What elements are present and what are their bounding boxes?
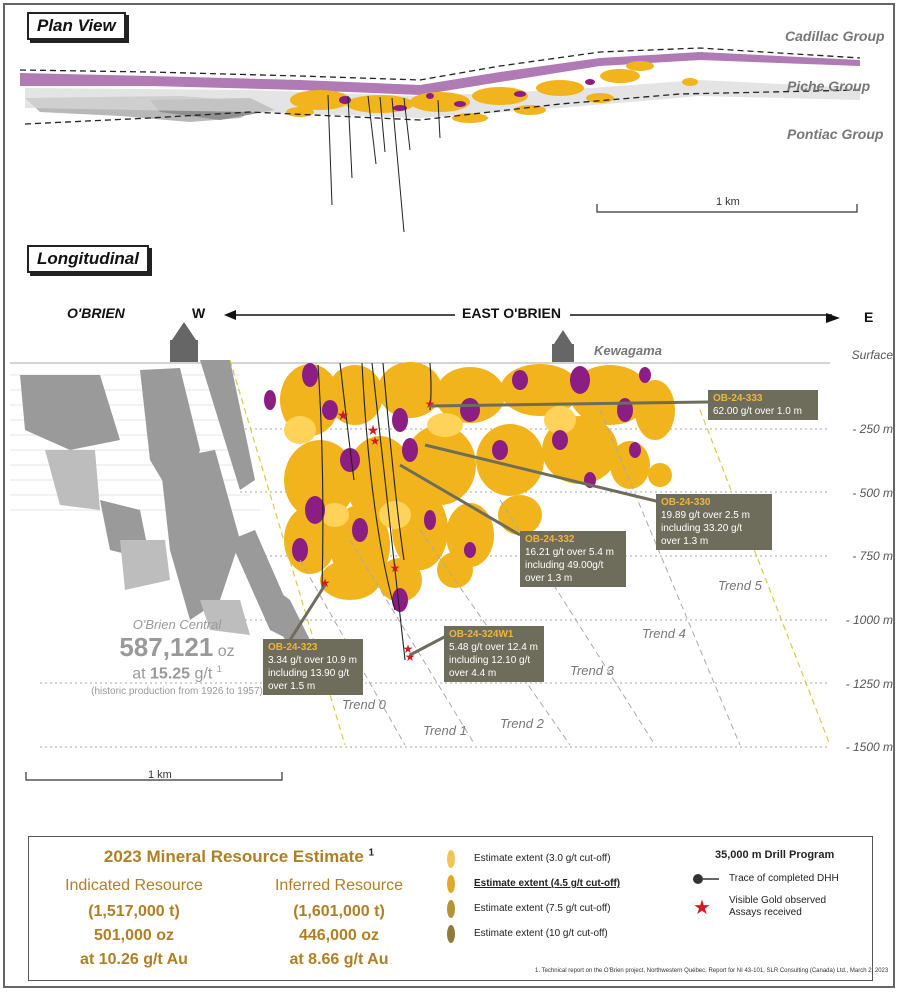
depth-label-750: - 750 m xyxy=(852,549,893,563)
extent-3g-label: Estimate extent (3.0 g/t cut-off) xyxy=(474,853,611,864)
ounces-unit: oz xyxy=(217,643,235,660)
resource-title-text: 2023 Mineral Resource Estimate xyxy=(103,847,364,866)
grade-prefix: at xyxy=(132,665,146,683)
indicated-label: Indicated Resource xyxy=(65,877,203,894)
callout-line: over 1.3 m xyxy=(661,536,709,547)
callout-id: OB-24-332 xyxy=(525,534,575,545)
footnote-mark: 1 xyxy=(216,664,222,674)
callout-ob-24-333: OB-24-333 62.00 g/t over 1.0 m xyxy=(708,390,818,420)
longitudinal-title: Longitudinal xyxy=(27,245,149,273)
obrien-label: O'BRIEN xyxy=(67,305,125,321)
callout-ob-24-330: OB-24-330 19.89 g/t over 2.5 m including… xyxy=(656,494,772,550)
obrien-central-name: O'Brien Central xyxy=(132,617,222,632)
extent-7-5g-label: Estimate extent (7.5 g/t cut-off) xyxy=(474,903,611,914)
long-scale-label: 1 km xyxy=(148,769,172,781)
piche-group-label: Piche Group xyxy=(787,78,871,94)
callout-line: including 13.90 g/t xyxy=(268,668,350,679)
callout-ob-24-324w1: OB-24-324W1 5.48 g/t over 12.4 m includi… xyxy=(444,626,544,682)
visible-gold-label: Visible Gold observed xyxy=(729,895,827,906)
callout-id: OB-24-333 xyxy=(713,393,763,404)
trend-1-label: Trend 1 xyxy=(423,723,467,738)
callout-line: 19.89 g/t over 2.5 m xyxy=(661,510,750,521)
obrien-central-ounces: 587,121 oz xyxy=(82,632,272,663)
grade-unit: g/t xyxy=(194,665,213,683)
callout-line: over 1.5 m xyxy=(268,681,316,692)
pontiac-group-label: Pontiac Group xyxy=(787,126,884,142)
callout-line: 62.00 g/t over 1.0 m xyxy=(713,406,802,417)
callout-line: including 12.10 g/t xyxy=(449,655,531,666)
extent-swatches xyxy=(447,850,455,943)
indicated-grade: at 10.26 g/t Au xyxy=(80,951,188,968)
drill-program-title: 35,000 m Drill Program xyxy=(715,849,835,861)
svg-text:★: ★ xyxy=(390,561,401,575)
surface-label: Surface xyxy=(851,348,893,362)
svg-text:★: ★ xyxy=(337,407,350,423)
callout-id: OB-24-323 xyxy=(268,642,318,653)
extent-swatch-4-5g xyxy=(447,875,455,893)
trend-5-label: Trend 5 xyxy=(718,578,762,593)
trend-0-label: Trend 0 xyxy=(342,697,386,712)
callout-id: OB-24-324W1 xyxy=(449,629,514,640)
callout-line: over 4.4 m xyxy=(449,668,497,679)
indicated-tonnes: (1,517,000 t) xyxy=(88,903,180,920)
callout-line: 3.34 g/t over 10.9 m xyxy=(268,655,357,666)
svg-text:★: ★ xyxy=(403,642,414,656)
callout-id: OB-24-330 xyxy=(661,497,711,508)
figure-frame xyxy=(3,3,895,988)
callout-line: including 49.00g/t xyxy=(525,560,604,571)
visible-gold-star-icon: ★ xyxy=(693,897,711,919)
inferred-ounces: 446,000 oz xyxy=(298,927,380,944)
extent-10g-label: Estimate extent (10 g/t cut-off) xyxy=(474,928,608,939)
callout-line: including 33.20 g/t xyxy=(661,523,743,534)
trend-4-label: Trend 4 xyxy=(642,626,686,641)
obrien-central-note: (historic production from 1926 to 1957) xyxy=(91,686,263,697)
dhh-label: Trace of completed DHH xyxy=(729,873,839,884)
longitudinal-section: ★ ★ ★ ★ ★ ★ ★ ★ xyxy=(10,310,840,781)
depth-label-500: - 500 m xyxy=(852,486,893,500)
kewagama-label: Kewagama xyxy=(594,343,662,358)
east-label: E xyxy=(864,309,874,325)
svg-text:★: ★ xyxy=(367,422,380,438)
resource-title: 2023 Mineral Resource Estimate 1 xyxy=(49,847,429,867)
extent-swatch-7-5g xyxy=(447,900,455,918)
resource-title-mark: 1 xyxy=(368,847,375,859)
west-label: W xyxy=(192,305,206,321)
depth-label-1250: - 1250 m xyxy=(845,677,893,691)
inferred-label: Inferred Resource xyxy=(274,877,404,894)
dhh-trace-icon xyxy=(693,874,719,884)
footnote: 1. Technical report on the O'Brien proje… xyxy=(535,968,889,974)
svg-text:★: ★ xyxy=(320,576,331,590)
svg-text:★: ★ xyxy=(405,650,416,664)
ounces-value: 587,121 xyxy=(119,632,214,662)
inferred-grade: at 8.66 g/t Au xyxy=(289,951,389,968)
extent-swatch-10g xyxy=(447,925,455,943)
callout-line: 16.21 g/t over 5.4 m xyxy=(525,547,614,558)
cadillac-group-label: Cadillac Group xyxy=(785,28,885,44)
callout-line: 5.48 g/t over 12.4 m xyxy=(449,642,538,653)
obrien-central-grade: at 15.25 g/t 1 xyxy=(82,664,272,683)
depth-label-250: - 250 m xyxy=(852,422,893,436)
trend-3-label: Trend 3 xyxy=(570,663,614,678)
indicated-ounces: 501,000 oz xyxy=(93,927,175,944)
svg-text:★: ★ xyxy=(370,434,381,448)
trend-2-label: Trend 2 xyxy=(500,716,544,731)
callout-ob-24-323: OB-24-323 3.34 g/t over 10.9 m including… xyxy=(263,639,363,695)
plan-scale-label: 1 km xyxy=(716,196,740,208)
extent-4-5g-label: Estimate extent (4.5 g/t cut-off) xyxy=(474,878,621,889)
plan-view-map xyxy=(19,47,861,233)
grade-value: 15.25 xyxy=(150,665,191,683)
svg-text:★: ★ xyxy=(425,397,436,411)
callout-line: over 1.3 m xyxy=(525,573,573,584)
depth-label-1000: - 1000 m xyxy=(845,613,893,627)
assays-label: Assays received xyxy=(729,907,802,918)
inferred-tonnes: (1,601,000 t) xyxy=(293,903,385,920)
depth-label-1500: - 1500 m xyxy=(845,740,893,754)
legend-box: 2023 Mineral Resource Estimate 1 Indicat… xyxy=(28,836,888,981)
east-obrien-label: EAST O'BRIEN xyxy=(462,305,562,321)
callout-ob-24-332: OB-24-332 16.21 g/t over 5.4 m including… xyxy=(520,531,626,587)
plan-view-title: Plan View xyxy=(27,12,126,40)
extent-swatch-3g xyxy=(447,850,455,868)
